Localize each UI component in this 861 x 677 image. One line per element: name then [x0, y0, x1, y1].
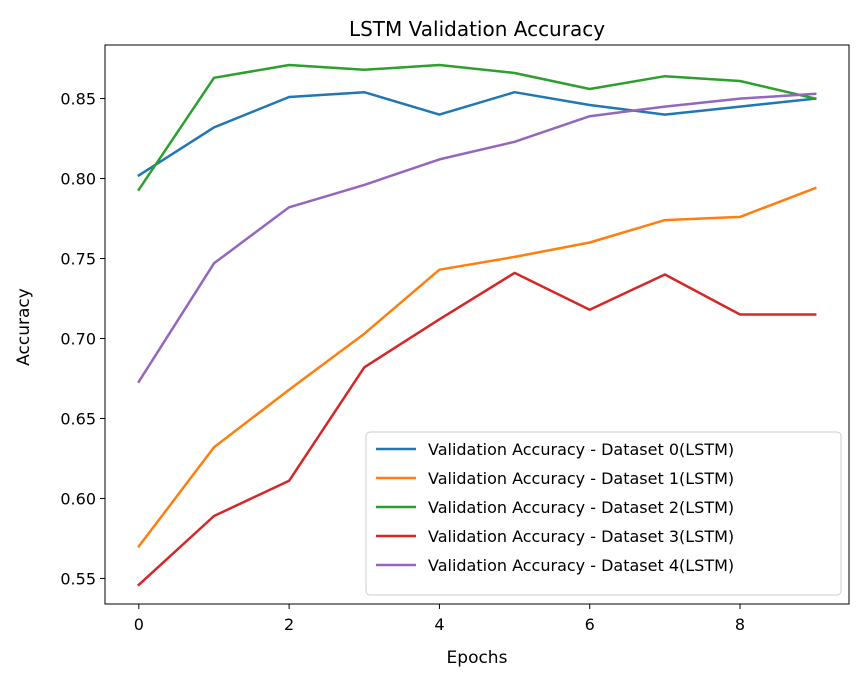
legend-label-dataset-1: Validation Accuracy - Dataset 1(LSTM): [428, 469, 734, 488]
legend-label-dataset-3: Validation Accuracy - Dataset 3(LSTM): [428, 527, 734, 546]
series-line-dataset-2: [137, 63, 817, 192]
legend-box: [365, 431, 842, 596]
x-tick-label: 8: [735, 615, 745, 634]
legend: Validation Accuracy - Dataset 0(LSTM) Val…: [365, 431, 842, 596]
legend-label-dataset-0: Validation Accuracy - Dataset 0(LSTM): [428, 440, 734, 459]
series-line-dataset-4: [137, 92, 817, 384]
x-tick-label: 2: [284, 615, 294, 634]
series-line-dataset-1: [137, 186, 817, 549]
y-tick-label: 0.70: [60, 329, 96, 348]
legend-label-dataset-4: Validation Accuracy - Dataset 4(LSTM): [428, 556, 734, 575]
chart-title: LSTM Validation Accuracy: [349, 17, 605, 41]
y-tick-label: 0.65: [60, 409, 96, 428]
plot-area: 0 2 4 6 8 0.55 0.60 0.65 0.70 0.75 0.80 0.85: [60, 44, 850, 634]
axes-frame: [104, 44, 850, 605]
x-tick-label: 0: [134, 615, 144, 634]
y-tick-label: 0.60: [60, 489, 96, 508]
y-tick-label: 0.75: [60, 250, 96, 269]
y-tick-label: 0.80: [60, 170, 96, 189]
y-axis-label: Accuracy: [14, 288, 34, 366]
legend-label-dataset-2: Validation Accuracy - Dataset 2(LSTM): [428, 498, 734, 517]
series-line-dataset-3: [137, 271, 817, 587]
x-axis-label: Epochs: [447, 648, 508, 668]
y-tick-label: 0.55: [60, 569, 96, 588]
x-tick-label: 6: [585, 615, 595, 634]
y-tick-label: 0.85: [60, 90, 96, 109]
series-line-dataset-0: [137, 90, 817, 178]
x-tick-label: 4: [434, 615, 444, 634]
